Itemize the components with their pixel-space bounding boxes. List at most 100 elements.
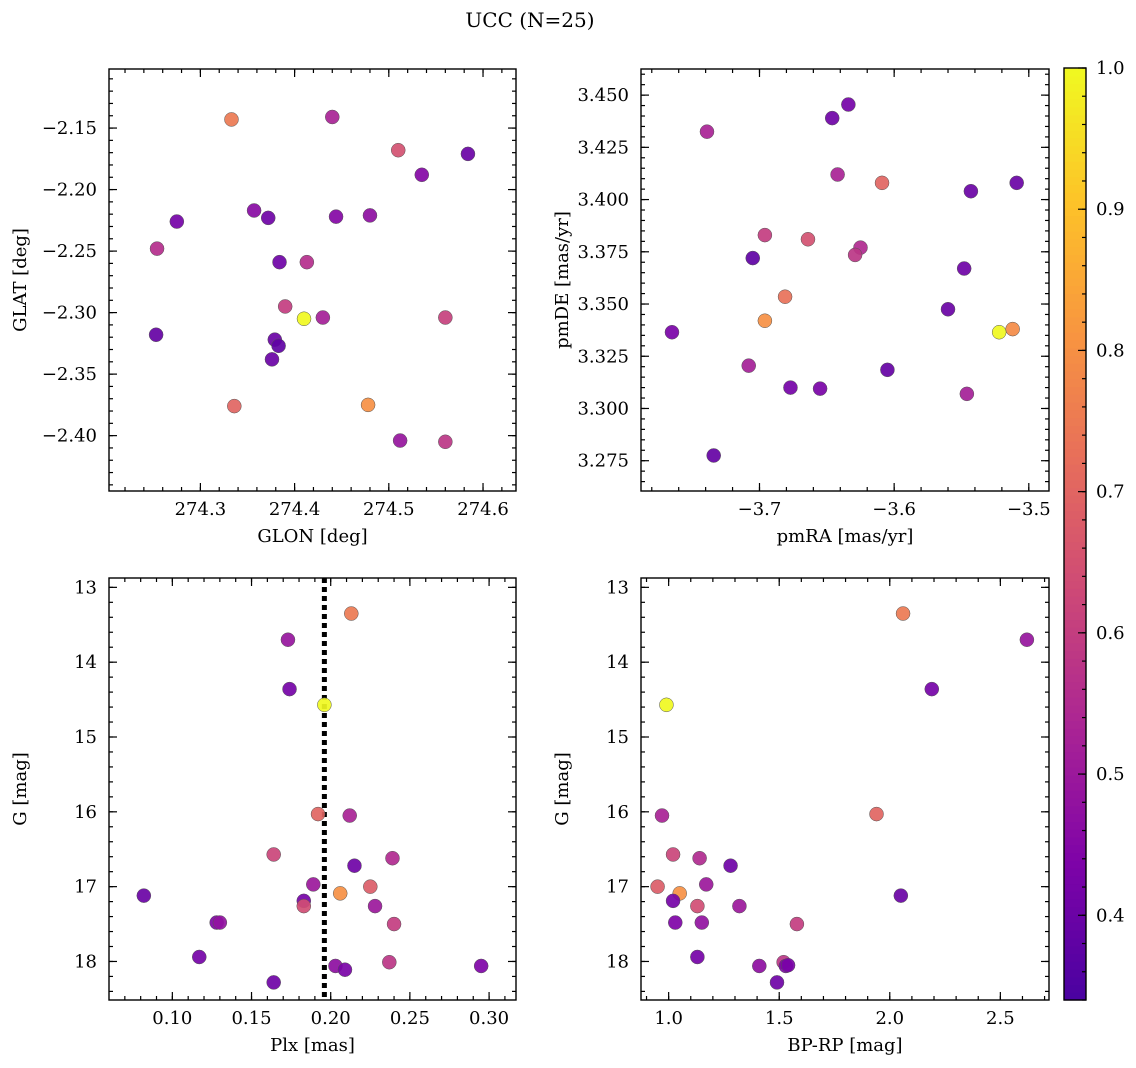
colorbar-strip (1064, 798, 1086, 807)
scatter-point (317, 697, 332, 713)
x-tick-label: −3.7 (738, 499, 782, 520)
colorbar-strip (1064, 495, 1086, 504)
scatter-point (723, 858, 738, 873)
scatter-point (659, 697, 674, 713)
scatter-point (959, 386, 975, 402)
scatter-point (668, 915, 683, 930)
scatter-point (315, 310, 331, 325)
colorbar-strip (1064, 192, 1086, 201)
y-tick-label: 3.450 (577, 85, 629, 106)
y-tick-label: 18 (74, 951, 97, 972)
colorbar-strip (1064, 619, 1086, 628)
colorbar-strip (1064, 378, 1086, 388)
x-tick-label: 0.30 (469, 1008, 509, 1029)
panels: 274.3 274.4 274.5 274.6 −2.15 −2.20 −2.25 −2.30… (10, 68, 1051, 1056)
colorbar-tick-label: 0.5 (1096, 764, 1125, 785)
scatter-point (665, 893, 681, 909)
colorbar-strip (1064, 976, 1086, 986)
colorbar-strip (1064, 867, 1086, 877)
colorbar-tick-label: 0.8 (1096, 340, 1125, 361)
colorbar-strip (1064, 751, 1086, 760)
colorbar-strip (1064, 130, 1086, 139)
colorbar-strip (1064, 829, 1086, 838)
colorbar-tick-label: 0.7 (1096, 482, 1125, 503)
panel-bprp-g: 1.0 1.5 2.0 2.5 13 14 15 16 17 18 BP-RP [mag] G [ma… (552, 577, 1050, 1056)
y-axis-label: GLAT [deg] (10, 228, 31, 332)
scatter-point (169, 214, 185, 229)
y-tick-label: 14 (74, 652, 97, 673)
x-tick-label: 0.25 (390, 1008, 430, 1029)
colorbar-strip (1064, 914, 1086, 923)
y-tick-label: 3.300 (577, 398, 629, 419)
colorbar-strip (1064, 114, 1086, 123)
colorbar-strip (1064, 650, 1086, 659)
colorbar-strip (1064, 347, 1086, 356)
scatter-point (690, 898, 705, 914)
scatter-point (296, 898, 312, 914)
scatter-point (699, 124, 715, 139)
colorbar-strip (1064, 922, 1086, 931)
scatter-point (812, 381, 828, 396)
axes-frame (108, 577, 517, 1001)
colorbar-strip (1064, 417, 1086, 426)
colorbar-strip (1064, 200, 1086, 209)
scatter-point (310, 806, 326, 822)
scatter-point (328, 209, 344, 224)
scatter-points (664, 97, 1024, 463)
y-tick-label: 3.425 (577, 137, 629, 158)
colorbar-strip (1064, 642, 1086, 652)
scatter-point (299, 254, 315, 270)
scatter-point (337, 962, 353, 977)
scatter-point (769, 975, 785, 990)
x-tick-label: −3.5 (1007, 499, 1051, 520)
colorbar-strip (1064, 324, 1086, 333)
colorbar-strip (1064, 510, 1086, 520)
scatter-point (280, 632, 296, 647)
y-tick-label: −2.15 (42, 118, 97, 139)
colorbar-strip (1064, 68, 1086, 77)
colorbar-strip (1064, 984, 1086, 993)
x-tick-label: 274.4 (269, 499, 321, 520)
scatter-point (192, 949, 207, 965)
colorbar-strip (1064, 681, 1086, 690)
colorbar-strip (1064, 176, 1086, 186)
scatter-point (224, 112, 239, 127)
colorbar-strip (1064, 231, 1086, 240)
scatter-point (385, 850, 400, 866)
scatter-point (874, 175, 890, 191)
x-tick-label: 1.5 (765, 1008, 794, 1029)
colorbar-strip (1064, 844, 1086, 854)
scatter-point (841, 97, 856, 112)
scatter-point (745, 250, 761, 266)
colorbar-strip (1064, 122, 1086, 131)
axis-ticks (109, 69, 516, 491)
colorbar-strip (1064, 634, 1086, 644)
scatter-point (783, 380, 798, 395)
colorbar-strip (1064, 852, 1086, 861)
colorbar-strip (1064, 145, 1086, 155)
colorbar-strip (1064, 673, 1086, 683)
colorbar-strip (1064, 409, 1086, 419)
colorbar-strip (1064, 269, 1086, 279)
scatter-point (212, 915, 228, 930)
colorbar-strip (1064, 953, 1086, 962)
y-tick-label: 3.350 (577, 294, 629, 315)
scatter-point (136, 888, 152, 903)
colorbar-strip (1064, 743, 1086, 753)
axis-ticks (641, 69, 1049, 491)
colorbar-strip (1064, 363, 1086, 372)
y-tick-label: 3.325 (577, 346, 629, 367)
y-tick-label: −2.35 (42, 364, 97, 385)
x-tick-label: 274.3 (175, 499, 227, 520)
scatter-points (650, 606, 1035, 990)
x-tick-label: 0.15 (231, 1008, 271, 1029)
scatter-point (227, 398, 242, 414)
colorbar-strip (1064, 588, 1086, 597)
x-tick-label: −3.6 (872, 499, 916, 520)
colorbar-strip (1064, 728, 1086, 737)
scatter-point (367, 898, 383, 914)
colorbar-strip (1064, 184, 1086, 193)
y-tick-label: −2.25 (42, 241, 97, 262)
colorbar-strip (1064, 704, 1086, 714)
y-tick-label: 15 (74, 727, 97, 748)
